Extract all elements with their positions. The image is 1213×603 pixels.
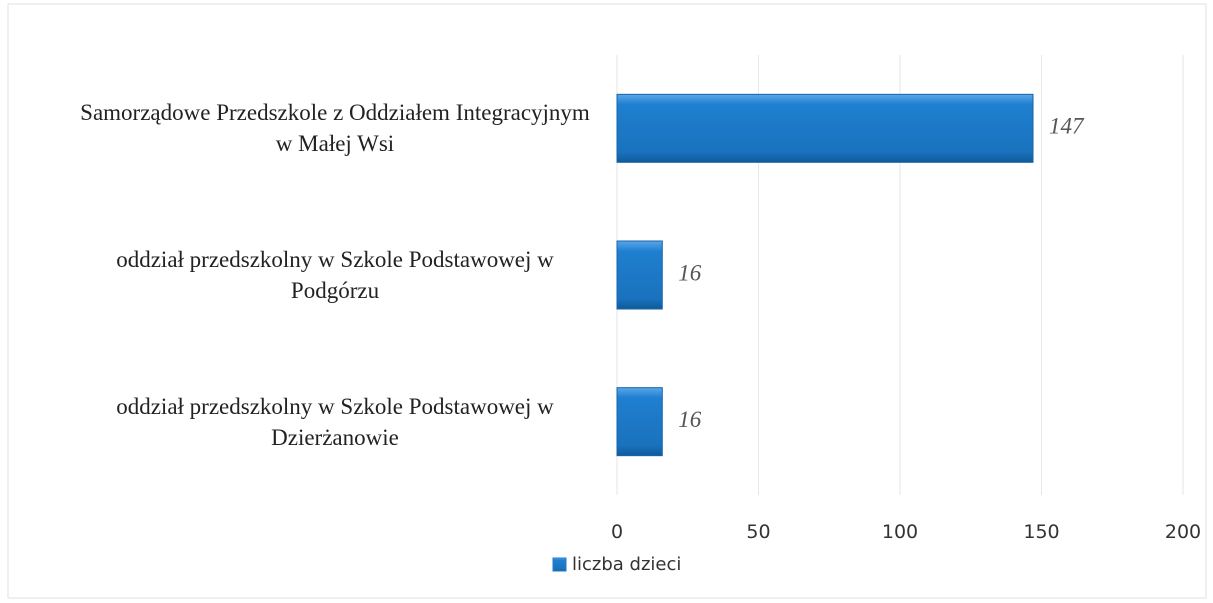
bar <box>616 93 1034 163</box>
category-label: oddział przedszkolny w Szkole Podstawowe… <box>116 247 554 303</box>
x-tick-label: 150 <box>1023 521 1059 543</box>
value-label: 16 <box>678 407 702 432</box>
x-tick-label: 200 <box>1165 521 1201 543</box>
x-tick-label: 100 <box>882 521 918 543</box>
value-label: 16 <box>678 260 702 285</box>
x-tick-label: 0 <box>611 521 623 543</box>
bar <box>616 240 663 310</box>
bar <box>616 387 663 457</box>
legend-swatch <box>552 557 567 572</box>
legend-label: liczba dzieci <box>572 554 681 575</box>
x-tick-label: 50 <box>746 521 770 543</box>
category-label: oddział przedszkolny w Szkole Podstawowe… <box>116 393 554 450</box>
frame <box>7 3 1207 599</box>
value-label: 147 <box>1049 114 1085 139</box>
category-label: Samorządowe Przedszkole z Oddziałem Inte… <box>80 100 590 157</box>
